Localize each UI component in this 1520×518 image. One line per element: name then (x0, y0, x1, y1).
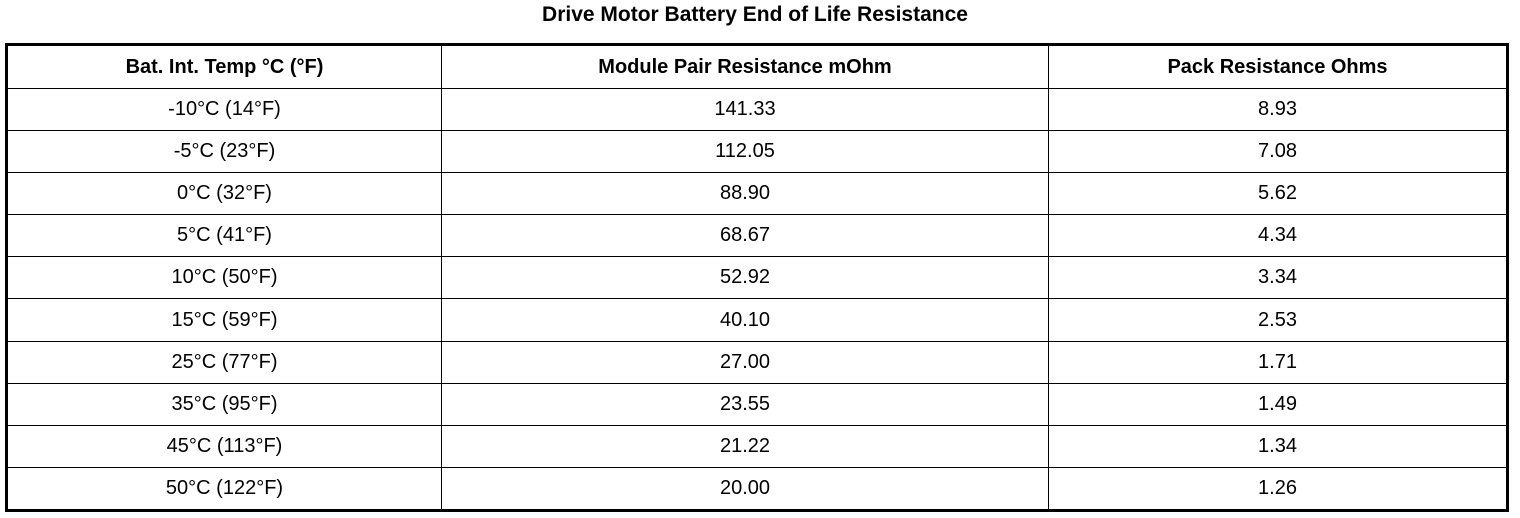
table-cell: 1.34 (1048, 424, 1508, 468)
table-cell: 112.05 (441, 130, 1049, 174)
table-cell: 5.62 (1048, 172, 1508, 216)
table-row: 5°C (41°F) 68.67 4.34 (6, 214, 1508, 258)
header-cell: Pack Resistance Ohms (1048, 44, 1508, 89)
table-row: -10°C (14°F) 141.33 8.93 (6, 87, 1508, 132)
table-row: 50°C (122°F) 20.00 1.26 (6, 466, 1508, 512)
table-row: 10°C (50°F) 52.92 3.34 (6, 256, 1508, 300)
table-cell: 15°C (59°F) (6, 298, 442, 342)
table-cell: 10°C (50°F) (6, 256, 442, 300)
table-cell: 8.93 (1048, 87, 1508, 132)
table-row: 15°C (59°F) 40.10 2.53 (6, 298, 1508, 342)
table-row: 45°C (113°F) 21.22 1.34 (6, 424, 1508, 468)
table-cell: 4.34 (1048, 214, 1508, 258)
resistance-table: Bat. Int. Temp °C (°F) Module Pair Resist… (5, 43, 1509, 512)
table-cell: 45°C (113°F) (6, 424, 442, 468)
table-cell: 68.67 (441, 214, 1049, 258)
table-cell: 88.90 (441, 172, 1049, 216)
header-row: Bat. Int. Temp °C (°F) Module Pair Resist… (6, 44, 1508, 89)
table-cell: 21.22 (441, 424, 1049, 468)
table-cell: 27.00 (441, 340, 1049, 384)
table-cell: 1.49 (1048, 382, 1508, 426)
table-cell: 23.55 (441, 382, 1049, 426)
table-row: 0°C (32°F) 88.90 5.62 (6, 172, 1508, 216)
table-title: Drive Motor Battery End of Life Resistan… (542, 3, 968, 26)
table-body: -10°C (14°F) 141.33 8.93 -5°C (23°F) 112.05 7… (6, 87, 1508, 512)
table-cell: 50°C (122°F) (6, 466, 442, 512)
header-cell: Bat. Int. Temp °C (°F) (6, 44, 442, 89)
table-cell: 20.00 (441, 466, 1049, 512)
table-cell: 25°C (77°F) (6, 340, 442, 384)
table-cell: 7.08 (1048, 130, 1508, 174)
table-cell: 3.34 (1048, 256, 1508, 300)
table-cell: -5°C (23°F) (6, 130, 442, 174)
table-cell: 5°C (41°F) (6, 214, 442, 258)
table-cell: 1.26 (1048, 466, 1508, 512)
table-cell: 35°C (95°F) (6, 382, 442, 426)
table-cell: 52.92 (441, 256, 1049, 300)
table-cell: 40.10 (441, 298, 1049, 342)
table-cell: 1.71 (1048, 340, 1508, 384)
table-row: -5°C (23°F) 112.05 7.08 (6, 130, 1508, 174)
table-cell: 2.53 (1048, 298, 1508, 342)
table-cell: 0°C (32°F) (6, 172, 442, 216)
table-cell: -10°C (14°F) (6, 87, 442, 132)
table-row: 25°C (77°F) 27.00 1.71 (6, 340, 1508, 384)
table-cell: 141.33 (441, 87, 1049, 132)
table-row: 35°C (95°F) 23.55 1.49 (6, 382, 1508, 426)
header-cell: Module Pair Resistance mOhm (441, 44, 1049, 89)
